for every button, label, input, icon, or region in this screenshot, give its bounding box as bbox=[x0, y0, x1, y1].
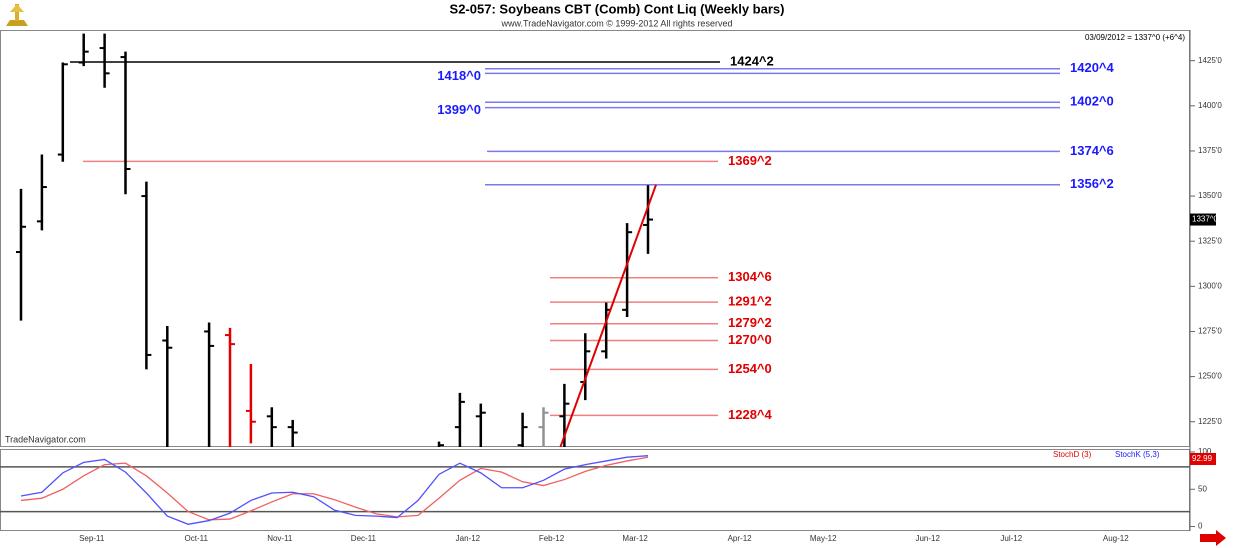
y-tick-label: 1400'0 bbox=[1198, 101, 1222, 110]
level-label: 1270^0 bbox=[728, 332, 772, 347]
level-label: 1369^2 bbox=[728, 153, 772, 168]
level-label: 1304^6 bbox=[728, 269, 772, 284]
y-tick-label: 1375'0 bbox=[1198, 146, 1222, 155]
x-tick-label: Sep-11 bbox=[79, 534, 105, 543]
value-box bbox=[1190, 453, 1216, 465]
stoch-line bbox=[20, 455, 649, 525]
level-label: 1374^6 bbox=[1070, 143, 1114, 158]
y-tick-label: 0 bbox=[1198, 522, 1203, 531]
x-tick-label: Dec-11 bbox=[351, 534, 377, 543]
x-tick-label: May-12 bbox=[810, 534, 837, 543]
trend-line bbox=[559, 184, 657, 447]
y-tick-label: 1325'0 bbox=[1198, 236, 1222, 245]
value-label: 92.99 bbox=[1192, 454, 1213, 463]
level-label: 1424^2 bbox=[730, 53, 774, 68]
current-price-label: 1337^0 bbox=[1192, 215, 1219, 224]
level-label: 1291^2 bbox=[728, 294, 772, 309]
legend-label: StochD (3) bbox=[1053, 450, 1092, 459]
level-label: 1402^0 bbox=[1070, 94, 1114, 109]
x-tick-label: Apr-12 bbox=[728, 534, 753, 543]
legend-label: StochK (5,3) bbox=[1115, 450, 1160, 459]
x-tick-label: Jul-12 bbox=[1000, 534, 1022, 543]
watermark: TradeNavigator.com bbox=[5, 434, 86, 444]
x-tick-label: Jun-12 bbox=[915, 534, 940, 543]
level-label: 1399^0 bbox=[437, 102, 481, 117]
y-tick-label: 1425'0 bbox=[1198, 56, 1222, 65]
x-tick-label: Feb-12 bbox=[539, 534, 565, 543]
y-tick-label: 1350'0 bbox=[1198, 191, 1222, 200]
axes: 1225'0 1250'0 1275'0 1300'0 1325'0 1350'0 1375… bbox=[79, 53, 1222, 543]
level-label: 1356^2 bbox=[1070, 176, 1114, 191]
stoch-plot bbox=[0, 455, 1190, 525]
y-tick-label: 1250'0 bbox=[1198, 372, 1222, 381]
x-tick-label: Nov-11 bbox=[267, 534, 293, 543]
header-note: 03/09/2012 = 1337^0 (+6^4) bbox=[1085, 33, 1185, 42]
level-label: 1418^0 bbox=[437, 68, 481, 83]
y-tick-label: 50 bbox=[1198, 484, 1207, 493]
level-label: 1228^4 bbox=[728, 407, 773, 422]
chart-subtitle: www.TradeNavigator.com © 1999-2012 All r… bbox=[501, 18, 733, 28]
x-tick-label: Mar-12 bbox=[622, 534, 648, 543]
y-tick-label: 1275'0 bbox=[1198, 327, 1222, 336]
price-plot bbox=[16, 33, 1060, 447]
scroll-arrow[interactable] bbox=[1200, 530, 1226, 546]
level-label: 1279^2 bbox=[728, 315, 772, 330]
y-tick-label: 1225'0 bbox=[1198, 417, 1222, 426]
current-price-box bbox=[1190, 213, 1216, 226]
stoch-line bbox=[20, 456, 649, 521]
logo-icon bbox=[6, 4, 28, 26]
chart-title: S2-057: Soybeans CBT (Comb) Cont Liq (We… bbox=[450, 1, 785, 16]
x-tick-label: Aug-12 bbox=[1103, 534, 1129, 543]
y-tick-label: 100 bbox=[1198, 447, 1212, 456]
level-label: 1420^4 bbox=[1070, 60, 1115, 75]
x-tick-label: Oct-11 bbox=[184, 534, 208, 543]
x-tick-label: Jan-12 bbox=[456, 534, 481, 543]
level-label: 1254^0 bbox=[728, 361, 772, 376]
y-tick-label: 1300'0 bbox=[1198, 281, 1222, 290]
